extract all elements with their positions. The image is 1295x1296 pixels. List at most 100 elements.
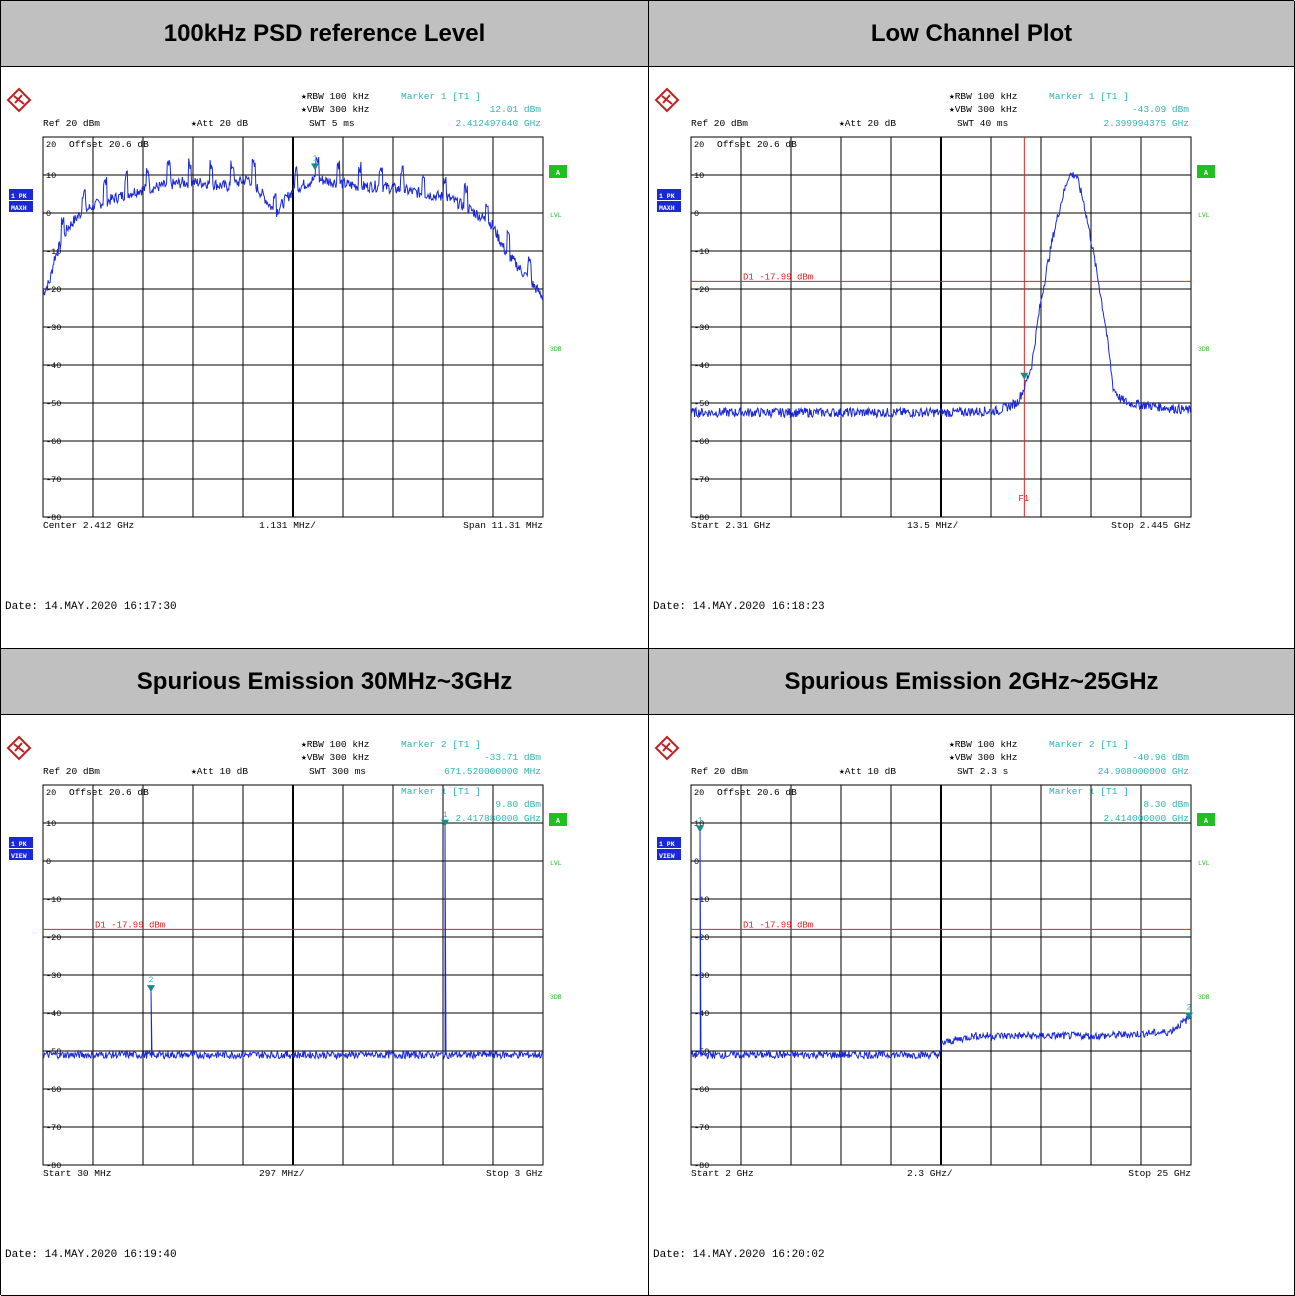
y-tick-label: -80 <box>694 1161 709 1171</box>
ref-level-text: Ref 20 dBm <box>43 118 100 129</box>
marker-label: 1 <box>698 816 703 825</box>
marker-triangle <box>441 819 449 827</box>
y-tick-label: -40 <box>46 361 61 371</box>
footer-left-text: Center 2.412 GHz <box>43 520 134 531</box>
y-tick-label: 10 <box>46 819 56 829</box>
status-a-text: A <box>556 170 561 178</box>
marker-triangle <box>696 825 704 833</box>
panel-low-channel: Low Channel Plot ★RBW 100 kHz ★VBW 300 kH… <box>649 1 1295 649</box>
rbw-text: ★RBW 100 kHz <box>301 91 369 102</box>
y-tick-label: 20 <box>46 140 56 150</box>
spectrum-trace <box>690 172 1192 420</box>
status-a-text: A <box>1204 170 1209 178</box>
status-lvl-text: LVL <box>550 860 562 867</box>
y-tick-label: -80 <box>694 513 709 523</box>
footer-mid-text: 2.3 GHz/ <box>907 1168 953 1179</box>
marker-level-text: 12.01 dBm <box>490 104 542 115</box>
offset-text: Offset 20.6 dB <box>69 787 149 798</box>
rohde-schwarz-logo-icon <box>6 735 32 761</box>
trace-tag-text: MAXH <box>11 205 27 212</box>
trace-tag-box <box>657 849 681 860</box>
date-text: Date: 14.MAY.2020 16:19:40 <box>5 1249 177 1261</box>
y-tick-label: -20 <box>694 933 709 943</box>
marker-head-text: Marker 1 [T1 ] <box>401 91 481 102</box>
rbw-text: ★RBW 100 kHz <box>949 739 1017 750</box>
vbw-text: ★VBW 300 kHz <box>949 104 1017 115</box>
status-lvl-text: LVL <box>1198 860 1210 867</box>
y-tick-label: 0 <box>694 209 699 219</box>
date-text: Date: 14.MAY.2020 16:18:23 <box>653 601 825 613</box>
ref-level-text: Ref 20 dBm <box>691 766 748 777</box>
status-a-box <box>1197 813 1215 826</box>
panel-spurious-30mhz-3ghz: Spurious Emission 30MHz~3GHz ★RBW 100 kH… <box>1 649 649 1296</box>
ref-level-text: Ref 20 dBm <box>43 766 100 777</box>
marker-triangle <box>1185 1012 1193 1020</box>
footer-mid-text: 297 MHz/ <box>259 1168 305 1179</box>
swt-text: SWT 2.3 s <box>957 766 1008 777</box>
y-tick-label: -60 <box>46 437 61 447</box>
spectrum-trace <box>690 829 1192 1061</box>
marker-level-text: -43.09 dBm <box>1132 104 1189 115</box>
panel-title: Spurious Emission 2GHz~25GHz <box>649 649 1294 715</box>
y-tick-label: -10 <box>46 895 61 905</box>
spectrum-trace <box>42 823 544 1061</box>
spectrum-plot: ★RBW 100 kHz ★VBW 300 kHz SWT 300 ms Ref 20… <box>5 735 567 1261</box>
attenuation-text: ★Att 10 dB <box>839 766 896 777</box>
y-tick-label: -40 <box>694 1009 709 1019</box>
attenuation-text: ★Att 10 dB <box>191 766 248 777</box>
marker-head-text: Marker 1 [T1 ] <box>1049 91 1129 102</box>
marker2-level-text: 8.30 dBm <box>1143 799 1189 810</box>
footer-left-text: Start 30 MHz <box>43 1168 111 1179</box>
marker-triangle <box>1020 372 1029 380</box>
status-a-text: A <box>1204 818 1209 826</box>
trace-tag-box <box>9 837 33 848</box>
y-tick-label: -40 <box>46 1009 61 1019</box>
trace-tag-text: 1 PK <box>11 193 27 200</box>
trace-tag-text: 1 PK <box>659 841 675 848</box>
trace-tag-text: 1 PK <box>11 841 27 848</box>
rbw-text: ★RBW 100 kHz <box>949 91 1017 102</box>
marker-label: 1 <box>313 154 318 163</box>
panel-psd-reference: 100kHz PSD reference Level ★RBW 100 kHz ★… <box>1 1 649 649</box>
y-tick-label: 10 <box>694 171 704 181</box>
offset-text: Offset 20.6 dB <box>717 787 797 798</box>
marker-freq-text: 24.908000000 GHz <box>1098 766 1189 777</box>
footer-mid-text: 13.5 MHz/ <box>907 520 959 531</box>
footer-left-text: Start 2.31 GHz <box>691 520 771 531</box>
ref-level-text: Ref 20 dBm <box>691 118 748 129</box>
status-3db-text: 3DB <box>550 346 562 353</box>
footer-right-text: Stop 3 GHz <box>486 1168 543 1179</box>
display-line-label: D1 -17.99 dBm <box>743 920 813 930</box>
marker2-head-text: Marker 1 [T1 ] <box>1049 786 1129 797</box>
y-tick-label: -10 <box>46 247 61 257</box>
marker-triangle <box>310 163 319 171</box>
marker-triangle <box>147 985 155 993</box>
status-3db-text: 3DB <box>1198 346 1210 353</box>
status-a-box <box>549 165 567 178</box>
y-tick-label: 10 <box>694 819 704 829</box>
y-tick-label: -10 <box>694 895 709 905</box>
y-tick-label: -80 <box>46 1161 61 1171</box>
y-tick-label: -70 <box>694 475 709 485</box>
panel-spurious-2ghz-25ghz: Spurious Emission 2GHz~25GHz ★RBW 100 kH… <box>649 649 1295 1296</box>
trace-tag-text: VIEW <box>659 853 675 860</box>
y-tick-label: -70 <box>46 475 61 485</box>
y-tick-label: -20 <box>46 933 61 943</box>
panel-title: Spurious Emission 30MHz~3GHz <box>1 649 648 715</box>
y-tick-label: 0 <box>46 857 51 867</box>
y-tick-label: -30 <box>46 971 61 981</box>
y-tick-label: -60 <box>694 1085 709 1095</box>
offset-text: Offset 20.6 dB <box>717 139 797 150</box>
panel-title: 100kHz PSD reference Level <box>1 1 648 67</box>
offset-text: Offset 20.6 dB <box>69 139 149 150</box>
y-tick-label: -50 <box>694 399 709 409</box>
trace-tag-box <box>657 201 681 212</box>
y-tick-label: -10 <box>694 247 709 257</box>
trace-tag-text: 1 PK <box>659 193 675 200</box>
marker-freq-text: 2.412497640 GHz <box>455 118 541 129</box>
display-line-label: D1 -17.99 dBm <box>95 920 165 930</box>
trace-tag-box <box>657 189 681 200</box>
spectrum-plot: ★RBW 100 kHz ★VBW 300 kHz SWT 5 ms Ref 20 d… <box>5 87 567 613</box>
y-tick-label: -20 <box>694 285 709 295</box>
